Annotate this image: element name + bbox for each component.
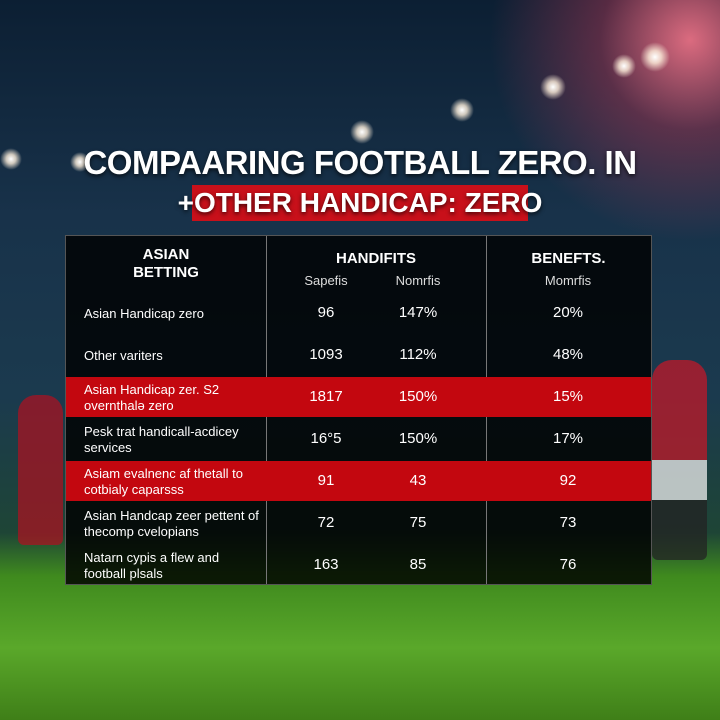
table-cell: 17%: [552, 430, 584, 447]
column-header: ASIAN BETTING: [133, 246, 199, 281]
stadium-light: [350, 120, 374, 144]
title-line: +OTHER HANDICAP: ZERO: [177, 187, 543, 218]
stadium-light: [0, 148, 22, 170]
table-cell: 43: [409, 472, 427, 489]
row-label: Asian Handicap zer. S2 overnthalə zero: [84, 382, 220, 413]
table-cell: 76: [559, 556, 577, 573]
row-label: Asian Handcap zeer pettent of thecomp cv…: [84, 508, 259, 539]
row-label: Natarn cypis a flew and football plsals: [84, 550, 220, 581]
table-cell: 48%: [552, 346, 584, 363]
table-cell: 75: [409, 514, 427, 531]
table-cell: 96: [317, 304, 335, 321]
table-cell: 20%: [552, 304, 584, 321]
table-cell: 1817: [309, 388, 343, 405]
table-cell: 73: [559, 514, 577, 531]
title-line: COMPAARING FOOTBALL ZERO. IN: [83, 144, 637, 181]
highlight-row: [66, 377, 651, 417]
column-subheader: Momrfis: [544, 273, 592, 288]
table-cell: 91: [317, 472, 335, 489]
column-header: BENEFTS.: [531, 250, 606, 267]
player-silhouette: [652, 360, 707, 560]
stadium-light: [640, 42, 670, 72]
row-label: Pesk trat handicall-acdicey services: [84, 424, 239, 455]
table-cell: 150%: [398, 388, 438, 405]
table-cell: 15%: [552, 388, 584, 405]
column-header: HANDIFITS: [336, 250, 416, 267]
comparison-table: ASIAN BETTING HANDIFITS BENEFTS. Sapefis Nom…: [65, 235, 652, 585]
table-cell: 150%: [398, 430, 438, 447]
highlight-row: [66, 461, 651, 501]
column-subheader: Nomrfis: [395, 273, 441, 288]
table-cell: 163: [313, 556, 339, 573]
stadium-light: [70, 152, 90, 172]
row-label: Asian Handicap zero: [84, 306, 204, 321]
row-label: Asiam evalnenc af thetall to cotbialy ca…: [84, 466, 243, 497]
table-cell: 92: [559, 472, 577, 489]
title-highlight: [192, 185, 528, 221]
row-label: Other variters: [84, 348, 163, 363]
table-cell: 72: [317, 514, 335, 531]
column-subheader: Sapefis: [304, 273, 348, 288]
table-cell: 147%: [398, 304, 438, 321]
stadium-light: [450, 98, 474, 122]
table-cell: 85: [409, 556, 427, 573]
player-silhouette: [18, 395, 63, 545]
table-cell: 16°5: [310, 430, 342, 447]
stadium-light: [612, 54, 636, 78]
table-cell: 1093: [309, 346, 343, 363]
table-cell: 112%: [399, 346, 437, 363]
stadium-light: [540, 74, 566, 100]
